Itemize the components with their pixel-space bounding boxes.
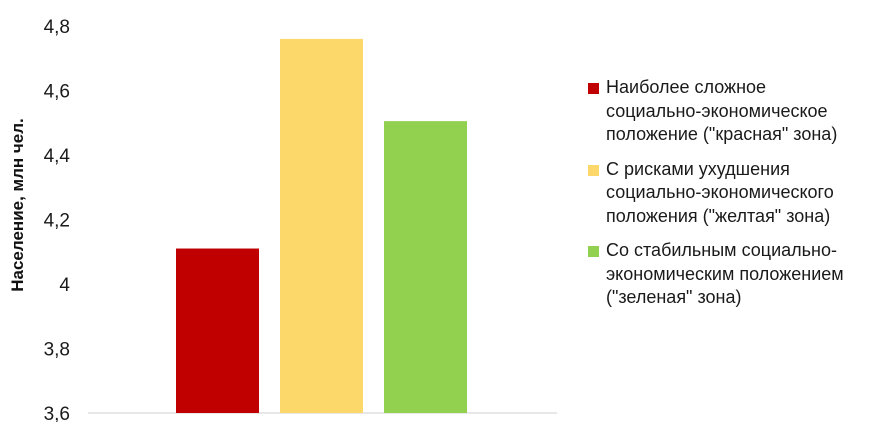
y-tick-label: 3,8: [44, 340, 70, 361]
y-tick-label: 4,4: [44, 146, 71, 167]
legend-swatch: [588, 164, 599, 176]
legend-item: С рисками ухудшения социально-экономичес…: [588, 158, 880, 229]
bars: [176, 38, 467, 414]
y-axis-label: Население, млн чел.: [8, 118, 27, 292]
y-axis-ticks: 3,6 3,8 4 4,2 4,4 4,6 4,8: [44, 17, 71, 422]
legend: Наиболее сложное социально-экономическое…: [588, 76, 880, 321]
legend-label: С рисками ухудшения социально-экономичес…: [606, 158, 834, 226]
y-tick-label: 4,8: [44, 17, 70, 38]
bar: [176, 248, 259, 413]
bar: [280, 38, 363, 414]
legend-swatch: [588, 246, 599, 257]
legend-item: Со стабильным социально- экономическим п…: [588, 239, 880, 310]
y-tick-label: 4,2: [44, 211, 70, 232]
legend-label: Со стабильным социально- экономическим п…: [606, 240, 844, 307]
y-tick-label: 4: [59, 275, 70, 296]
y-tick-label: 4,6: [44, 82, 70, 103]
legend-item: Наиболее сложное социально-экономическое…: [588, 76, 880, 147]
legend-swatch: [588, 83, 599, 94]
legend-label: Наиболее сложное социально-экономическое…: [606, 77, 838, 144]
bar: [384, 121, 467, 413]
y-tick-label: 3,6: [44, 404, 70, 422]
